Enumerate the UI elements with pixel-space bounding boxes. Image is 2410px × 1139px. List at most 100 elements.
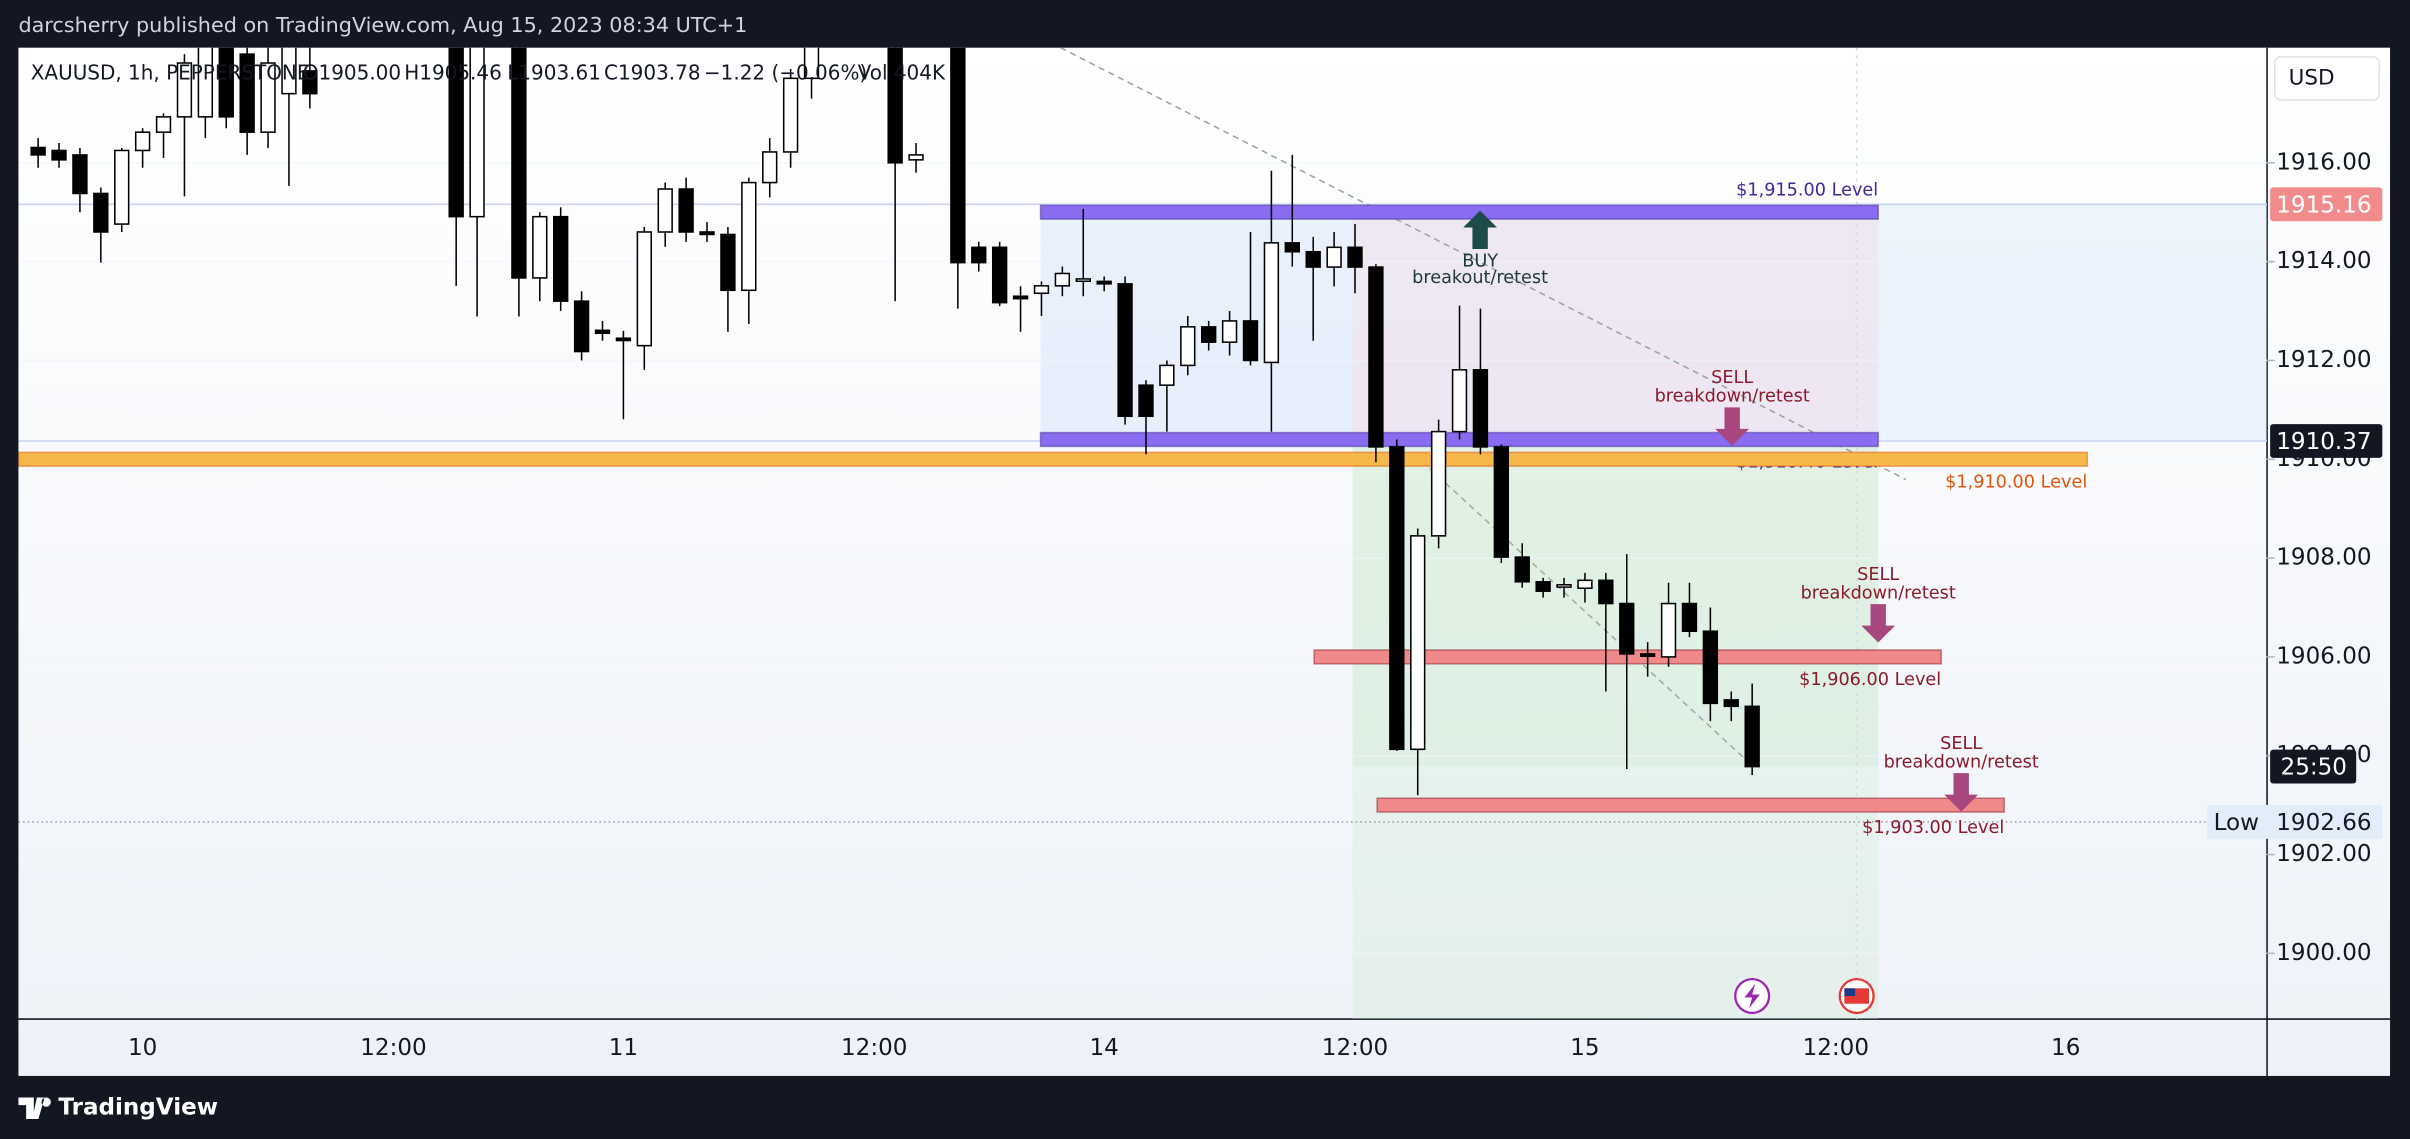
candle-body (1263, 242, 1280, 364)
event-icon-bolt (1744, 983, 1760, 1009)
candle-body (532, 215, 548, 279)
candle-body (1389, 446, 1405, 751)
y-tick-label: 1902.00 (2276, 841, 2371, 867)
candle-body (114, 149, 130, 225)
annotation-arrow (1715, 407, 1750, 446)
candle-body (51, 149, 67, 161)
y-tick-label: 1916.00 (2276, 149, 2371, 175)
annotation-note: breakout/retest (1412, 268, 1548, 288)
candle-body (1430, 430, 1447, 537)
legend-high: H1905.46 (404, 60, 502, 84)
price-tag-label: 1910.37 (2276, 429, 2371, 455)
candle-body (636, 231, 652, 347)
publisher: darcsherry published on TradingView.com,… (18, 13, 747, 37)
y-tick-label: 1912.00 (2276, 347, 2371, 373)
level-band (1039, 204, 1879, 220)
candle-body (239, 53, 255, 133)
legend-low: L1903.61 (507, 60, 601, 84)
level-label: $1,915.00 Level (1736, 181, 1878, 201)
candle-body (678, 188, 694, 233)
x-tick-label: 12:00 (841, 1035, 907, 1061)
candle-body (30, 146, 46, 156)
annotation-action: SELL (1711, 368, 1753, 388)
candle-body (260, 62, 276, 133)
legend-close: C1903.78 (604, 60, 701, 84)
candle-body (1368, 266, 1384, 448)
candle-body (971, 246, 987, 264)
candle-body (1242, 320, 1259, 362)
candle-body (176, 62, 193, 118)
candle-body (657, 188, 673, 233)
price-tag (2270, 187, 2383, 222)
candle-body (1033, 285, 1050, 295)
candle-body (908, 154, 924, 161)
candle-body (1639, 653, 1656, 658)
candle-body (1493, 446, 1510, 558)
y-tick-label: 1906.00 (2276, 643, 2371, 669)
candle-body (615, 337, 632, 342)
candle-body (1451, 369, 1468, 433)
y-tick-label: 1914.00 (2276, 248, 2371, 274)
candle-body (741, 181, 757, 292)
candle-body (1201, 326, 1217, 343)
candle-body (1159, 364, 1175, 386)
candle-body (93, 192, 109, 233)
candle-body (1180, 326, 1196, 367)
x-tick-label: 11 (609, 1035, 638, 1061)
candle-body (302, 70, 318, 95)
candle-body (72, 154, 88, 195)
annotation-arrow (1944, 773, 1979, 812)
candle-body (1723, 699, 1739, 708)
candle-body (281, 47, 297, 95)
candle-body (1054, 272, 1071, 287)
candle-body (1702, 630, 1719, 705)
annotation-action: SELL (1857, 565, 1899, 585)
candle-body (218, 47, 234, 118)
candle-body (1117, 283, 1133, 418)
candle-body (1577, 579, 1593, 589)
candle-body (1284, 242, 1300, 253)
candle-body (511, 47, 527, 279)
level-label: $1,906.00 Level (1799, 670, 1941, 690)
candle-body (720, 233, 736, 292)
candle-body (573, 300, 590, 353)
candle-body (1410, 535, 1426, 751)
x-tick-label: 10 (128, 1035, 157, 1061)
x-tick-label: 12:00 (1803, 1035, 1869, 1061)
low-tag-value: 1902.66 (2276, 810, 2371, 836)
projection-zone (1878, 204, 2268, 441)
annotation-note: breakdown/retest (1884, 752, 2039, 772)
candle-body (1535, 581, 1551, 592)
currency: USD (2289, 65, 2335, 90)
candle-body (762, 151, 778, 184)
annotation-action: SELL (1940, 734, 1982, 754)
price-tag-label: 1915.16 (2276, 192, 2371, 218)
chart-panel (18, 47, 2391, 1076)
legend-open: O1905.00 (303, 60, 401, 84)
flag-icon-canton (1844, 988, 1856, 997)
candle-body (197, 47, 214, 118)
candle-body (553, 215, 569, 302)
countdown: 25:50 (2281, 755, 2347, 781)
candle-body (1556, 583, 1572, 588)
candle-body (1221, 320, 1238, 343)
candle-body (1138, 384, 1154, 418)
x-tick-label: 12:00 (1322, 1035, 1388, 1061)
x-tick-label: 15 (1570, 1035, 1599, 1061)
candle-body (1619, 602, 1635, 655)
annotation-note: breakdown/retest (1801, 583, 1956, 603)
candle-body (1660, 602, 1677, 658)
legend-change: −1.22 (−0.06%) (704, 60, 867, 84)
candle-body (991, 246, 1008, 304)
currency-button[interactable] (2273, 56, 2381, 101)
countdown-tag (2270, 749, 2357, 784)
price-tag (2270, 424, 2383, 458)
candle-body (1598, 579, 1614, 605)
candle-body (1096, 280, 1112, 285)
candle-body (155, 116, 172, 133)
level-band (1376, 797, 2006, 813)
candle-body (1514, 556, 1530, 583)
candle-body (887, 47, 903, 164)
